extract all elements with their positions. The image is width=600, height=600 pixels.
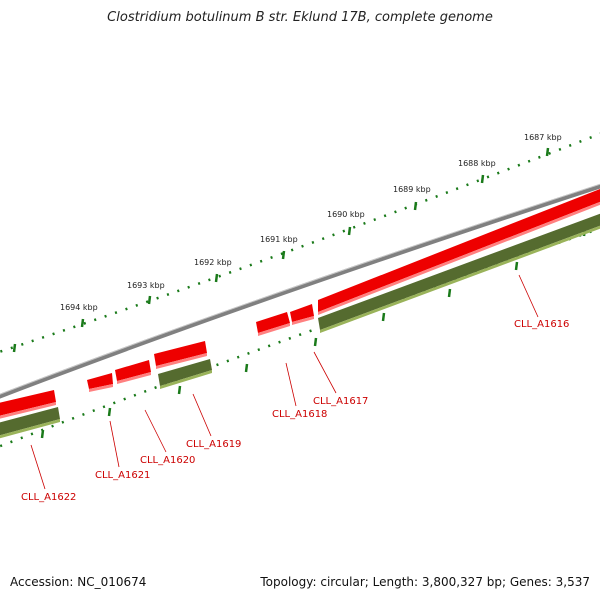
gene-label[interactable]: CLL_A1622 <box>21 492 76 503</box>
gene-label[interactable]: CLL_A1618 <box>272 409 327 420</box>
accession: Accession: NC_010674 <box>10 575 147 589</box>
ruler-tick <box>514 261 519 271</box>
ruler-tick <box>381 312 386 322</box>
ruler-tick <box>313 337 318 347</box>
ruler-labels: 1687 kbp 1688 kbp 1689 kbp 1690 kbp 1691 kbp… <box>60 133 562 312</box>
gene-label[interactable]: CLL_A1616 <box>514 319 569 330</box>
genome-summary: Topology: circular; Length: 3,800,327 bp… <box>260 575 590 589</box>
cds-block-1620-shadow <box>117 372 151 384</box>
cds-block-1619-shadow <box>156 353 207 369</box>
ruler-label: 1692 kbp <box>194 258 232 267</box>
gene-block-1616-shadow <box>320 225 600 333</box>
ruler-tick <box>147 295 152 305</box>
ruler-label: 1694 kbp <box>60 303 98 312</box>
ruler-major-ticks <box>12 147 587 439</box>
cds-block-1618 <box>256 312 290 333</box>
gene-label[interactable]: CLL_A1617 <box>313 396 368 407</box>
cds-block-1617 <box>290 304 314 322</box>
gene-leader-line <box>192 393 212 437</box>
ruler-tick <box>545 147 550 157</box>
ruler-tick <box>244 363 249 373</box>
cds-block-1617-shadow <box>292 316 314 325</box>
gene-label[interactable]: CLL_A1619 <box>186 439 241 450</box>
gene-label[interactable]: CLL_A1620 <box>140 455 195 466</box>
gene-leader-line <box>313 351 337 394</box>
ruler-label: 1688 kbp <box>458 159 496 168</box>
ruler-tick <box>480 174 485 184</box>
gene-leader-line <box>30 444 46 490</box>
cds-forward-track <box>0 188 600 419</box>
cds-block-1616 <box>318 188 600 312</box>
ruler-tick <box>40 429 45 439</box>
cds-block-1621 <box>87 373 113 389</box>
ruler-tick <box>447 288 452 298</box>
gene-block-1622-shadow <box>0 419 60 439</box>
ruler-label: 1687 kbp <box>524 133 562 142</box>
ruler-tick <box>281 250 286 260</box>
gene-label[interactable]: CLL_A1621 <box>95 470 150 481</box>
ruler-tick <box>347 226 352 236</box>
ruler-tick <box>12 343 17 353</box>
gene-leader-line <box>285 362 297 407</box>
ruler-tick <box>107 407 112 417</box>
genome-backbone-highlight <box>0 183 600 395</box>
ruler-label: 1689 kbp <box>393 185 431 194</box>
gene-leader-line <box>109 420 120 468</box>
ruler-tick <box>177 385 182 395</box>
gene-block-1622 <box>0 407 60 436</box>
cds-block-1622-shadow <box>0 402 56 419</box>
gene-block-1619 <box>158 359 212 386</box>
genome-backbone <box>0 183 600 399</box>
cds-block-1621-shadow <box>89 384 113 392</box>
cds-block-1622 <box>0 390 56 416</box>
map-title: Clostridium botulinum B str. Eklund 17B,… <box>107 10 493 25</box>
gene-track <box>0 213 600 439</box>
ruler-tick <box>80 318 85 328</box>
gene-leader-line <box>518 274 539 318</box>
gene-block-1619-shadow <box>160 370 212 389</box>
ruler-tick <box>214 273 219 283</box>
gene-labels: CLL_A1616 CLL_A1617 CLL_A1618 CLL_A1619 CLL_… <box>21 274 569 503</box>
cds-block-1620 <box>115 360 151 381</box>
cds-block-1616-shadow <box>318 201 600 315</box>
ruler-label: 1693 kbp <box>127 281 165 290</box>
ruler-tick <box>413 201 418 211</box>
ruler-label: 1690 kbp <box>327 210 365 219</box>
ruler-label: 1691 kbp <box>260 235 298 244</box>
cds-block-1618-shadow <box>258 323 290 336</box>
gene-block-1616 <box>318 213 600 330</box>
cds-block-1619 <box>154 341 207 366</box>
gene-leader-line <box>144 409 167 453</box>
